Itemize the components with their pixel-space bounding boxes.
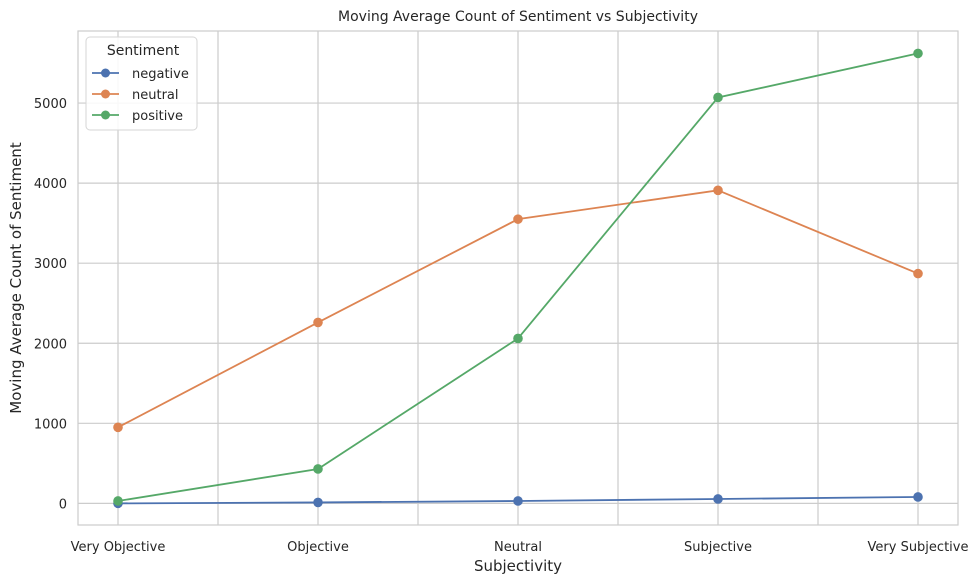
x-tick-label: Very Objective bbox=[71, 540, 166, 555]
x-tick-label: Very Subjective bbox=[868, 540, 969, 555]
data-point bbox=[113, 496, 123, 506]
x-tick-label: Neutral bbox=[494, 540, 542, 555]
series-layer bbox=[113, 48, 923, 509]
y-tick-label: 2000 bbox=[34, 337, 67, 352]
legend-item-negative: negative bbox=[92, 67, 189, 82]
data-point bbox=[313, 497, 323, 508]
chart-title: Moving Average Count of Sentiment vs Sub… bbox=[338, 9, 698, 25]
x-axis-label: Subjectivity bbox=[474, 557, 562, 575]
plot-frame bbox=[77, 30, 959, 526]
legend-label: positive bbox=[132, 109, 183, 124]
data-point bbox=[113, 422, 123, 433]
data-point bbox=[513, 496, 523, 506]
legend-swatch-marker bbox=[101, 89, 110, 99]
legend-items: negative neutral positive bbox=[92, 67, 189, 124]
legend-item-neutral: neutral bbox=[92, 88, 179, 103]
y-tick-label: 0 bbox=[59, 497, 67, 512]
data-point bbox=[913, 268, 923, 279]
legend-title: Sentiment bbox=[107, 43, 180, 59]
legend-label: neutral bbox=[132, 88, 179, 103]
y-tick-labels: 0 1000 2000 3000 4000 5000 bbox=[34, 97, 67, 512]
x-tick-labels: Very Objective Objective Neutral Subjective… bbox=[71, 540, 969, 555]
data-point bbox=[513, 214, 523, 224]
x-gridlines bbox=[117, 31, 919, 525]
legend-box bbox=[85, 36, 198, 131]
legend-swatch-marker bbox=[101, 68, 110, 78]
legend-swatch-marker bbox=[101, 110, 110, 120]
series-positive bbox=[113, 48, 923, 506]
plot-area bbox=[77, 30, 959, 526]
data-point bbox=[513, 333, 523, 344]
y-axis-label: Moving Average Count of Sentiment bbox=[7, 142, 25, 414]
data-point bbox=[913, 492, 923, 502]
x-tick-label: Subjective bbox=[684, 540, 752, 555]
x-tick-label: Objective bbox=[287, 540, 349, 555]
y-tick-label: 3000 bbox=[34, 257, 67, 272]
legend-label: negative bbox=[132, 67, 189, 82]
data-point bbox=[313, 464, 323, 474]
series-neutral bbox=[113, 185, 923, 433]
legend-item-positive: positive bbox=[92, 109, 183, 124]
data-point bbox=[713, 92, 723, 103]
data-point bbox=[713, 185, 723, 196]
data-point bbox=[713, 494, 723, 504]
data-point bbox=[913, 48, 923, 59]
data-point bbox=[313, 317, 323, 328]
series-negative bbox=[113, 492, 923, 509]
legend: Sentiment negative neutral positive bbox=[85, 36, 198, 131]
y-tick-label: 5000 bbox=[34, 97, 67, 112]
y-tick-label: 4000 bbox=[34, 177, 67, 192]
y-tick-label: 1000 bbox=[34, 417, 67, 432]
